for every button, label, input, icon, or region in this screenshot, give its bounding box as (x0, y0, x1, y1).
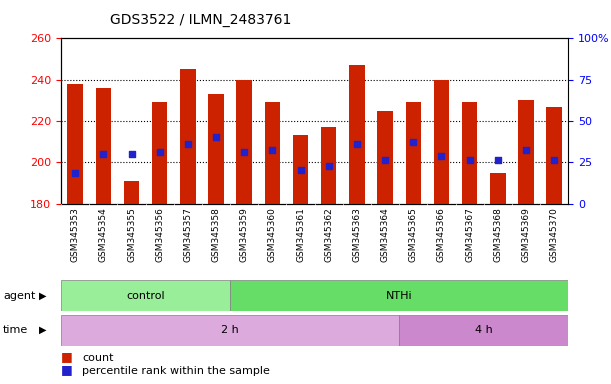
Bar (490, 172, 505, 204)
Text: GSM345366: GSM345366 (437, 207, 446, 262)
Bar (434, 80, 449, 204)
Bar (462, 103, 477, 204)
Text: GSM345357: GSM345357 (183, 207, 192, 262)
Text: time: time (3, 325, 28, 335)
Bar (406, 103, 421, 204)
Text: 4 h: 4 h (475, 325, 492, 335)
Text: ■: ■ (61, 363, 73, 376)
Text: GSM345358: GSM345358 (211, 207, 221, 262)
Text: GSM345359: GSM345359 (240, 207, 249, 262)
Text: GSM345361: GSM345361 (296, 207, 305, 262)
Text: GSM345360: GSM345360 (268, 207, 277, 262)
Bar (293, 136, 309, 204)
Bar (236, 80, 252, 204)
Text: GSM345367: GSM345367 (465, 207, 474, 262)
Text: NTHi: NTHi (386, 291, 412, 301)
Bar (546, 106, 562, 204)
Bar (124, 181, 139, 204)
Point (324, 163, 334, 169)
Point (98, 151, 108, 157)
Bar (230, 280, 568, 311)
Text: GSM345368: GSM345368 (493, 207, 502, 262)
Text: GSM345363: GSM345363 (353, 207, 362, 262)
Bar (152, 103, 167, 204)
Point (436, 153, 446, 159)
Text: GDS3522 / ILMN_2483761: GDS3522 / ILMN_2483761 (110, 13, 291, 27)
Point (521, 147, 531, 153)
Bar (67, 84, 83, 204)
Text: ■: ■ (61, 350, 73, 363)
Bar (321, 127, 337, 204)
Text: GSM345353: GSM345353 (71, 207, 79, 262)
Text: agent: agent (3, 291, 35, 301)
Point (126, 151, 136, 157)
Text: GSM345362: GSM345362 (324, 207, 333, 262)
Text: count: count (82, 353, 114, 363)
Bar (61, 280, 230, 311)
Bar (378, 111, 393, 204)
Text: 2 h: 2 h (221, 325, 239, 335)
Bar (180, 70, 196, 204)
Text: GSM345356: GSM345356 (155, 207, 164, 262)
Point (268, 147, 277, 153)
Point (183, 141, 193, 147)
Text: GSM345364: GSM345364 (381, 207, 390, 262)
Text: GSM345355: GSM345355 (127, 207, 136, 262)
Point (352, 141, 362, 147)
Text: ▶: ▶ (38, 291, 46, 301)
Text: GSM345370: GSM345370 (550, 207, 558, 262)
Text: control: control (126, 291, 165, 301)
Bar (208, 94, 224, 204)
Text: GSM345365: GSM345365 (409, 207, 418, 262)
Bar (349, 65, 365, 204)
Text: ▶: ▶ (38, 325, 46, 335)
Point (70, 169, 80, 175)
Point (465, 157, 475, 163)
Bar (95, 88, 111, 204)
Point (296, 167, 306, 174)
Point (211, 134, 221, 141)
Text: percentile rank within the sample: percentile rank within the sample (82, 366, 270, 376)
Text: GSM345369: GSM345369 (521, 207, 530, 262)
Point (549, 157, 559, 163)
Bar (265, 103, 280, 204)
Bar (61, 315, 399, 346)
Point (493, 157, 503, 163)
Point (155, 149, 164, 155)
Bar (518, 100, 534, 204)
Point (240, 149, 249, 155)
Point (408, 139, 418, 145)
Bar (399, 315, 568, 346)
Text: GSM345354: GSM345354 (99, 207, 108, 262)
Point (380, 157, 390, 163)
